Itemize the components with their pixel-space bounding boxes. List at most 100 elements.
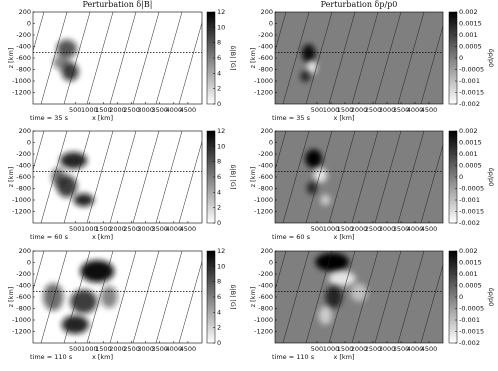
panel: 500 100015002000250030003500400045002000-… (7, 247, 237, 361)
colorbar-tick-label: 8 (217, 158, 221, 166)
field-line (374, 131, 402, 223)
feature (53, 55, 71, 70)
y-tick-label: 200 (261, 127, 273, 135)
colorbar-tick-label: 6 (217, 173, 221, 181)
feature (51, 167, 66, 187)
field-line (305, 251, 333, 343)
field (275, 251, 443, 343)
y-tick-label: -400 (16, 43, 31, 51)
field-line (178, 21, 202, 104)
y-tick-label: 200 (19, 247, 31, 255)
field-line (178, 260, 202, 343)
field-line (282, 131, 310, 223)
panel: 500 100015002000250030003500400045002000-… (249, 0, 495, 122)
field-line (40, 12, 68, 104)
colorbar-tick-label: 8 (217, 278, 221, 286)
field-line (33, 12, 45, 52)
x-tick-label: 4000 (166, 345, 183, 353)
field-line (155, 12, 183, 104)
y-tick-label: -1200 (254, 89, 273, 97)
colorbar-tick-label: 0 (459, 293, 463, 301)
annotation: time = 35 s (30, 114, 69, 122)
colorbar-tick-label: 0 (459, 173, 463, 181)
y-axis-label: z [km] (249, 167, 257, 188)
y-tick-label: 0 (269, 259, 273, 267)
feature (305, 149, 323, 168)
field (33, 251, 202, 343)
x-tick-label: 500 (311, 106, 323, 114)
x-tick-label: 2000 (109, 106, 126, 114)
x-tick-label: 3000 (379, 345, 396, 353)
x-tick-label: 2000 (351, 106, 368, 114)
y-tick-label: -600 (258, 293, 273, 301)
feature (318, 306, 333, 325)
field (33, 12, 202, 104)
colorbar-tick-label: 0 (217, 339, 221, 347)
y-tick-label: -800 (16, 185, 31, 193)
y-tick-label: 0 (27, 139, 31, 147)
x-tick-label: 3500 (151, 345, 168, 353)
colorbar-tick-label: 0.0015 (459, 139, 482, 147)
colorbar-tick-label: 2 (217, 85, 221, 93)
y-tick-label: -600 (16, 293, 31, 301)
colorbar-tick-label: -0.002 (459, 339, 480, 347)
x-tick-label: 1000 (81, 345, 98, 353)
y-tick-label: -200 (16, 31, 31, 39)
field-line (282, 251, 310, 343)
colorbar-tick-label: 4 (217, 308, 221, 316)
panel: 500 100015002000250030003500400045002000-… (7, 0, 237, 122)
y-tick-label: 200 (19, 127, 31, 135)
y-tick-label: -400 (258, 43, 273, 51)
colorbar-tick-label: 0.002 (459, 8, 478, 16)
x-tick-label: 4500 (180, 225, 197, 233)
colorbar-tick-label: 0 (217, 100, 221, 108)
x-tick-label: 1000 (323, 345, 340, 353)
colorbar-tick-label: 0.001 (459, 270, 478, 278)
y-tick-label: -1200 (12, 208, 31, 216)
y-tick-label: -800 (16, 66, 31, 74)
colorbar-tick-label: 2 (217, 204, 221, 212)
feature (80, 260, 115, 283)
y-tick-label: 200 (261, 247, 273, 255)
colorbar-label: δp/p0 (487, 168, 495, 187)
feature (100, 285, 118, 309)
field-line (63, 12, 91, 104)
y-tick-label: 0 (269, 139, 273, 147)
colorbar-tick-label: 0 (459, 54, 463, 62)
x-tick-label: 2000 (109, 345, 126, 353)
y-tick-label: -600 (258, 54, 273, 62)
field-line (109, 131, 137, 223)
x-tick-label: 2000 (351, 225, 368, 233)
field-line (420, 144, 443, 223)
field-line (155, 131, 183, 223)
y-tick-label: -800 (16, 305, 31, 313)
field-line (374, 12, 402, 104)
field-line (351, 12, 379, 104)
chart-title: Perturbation δp/p0 (321, 0, 398, 9)
y-tick-label: -200 (16, 270, 31, 278)
colorbar-tick-label: 6 (217, 293, 221, 301)
x-tick-label: 4500 (180, 345, 197, 353)
x-axis-label: x [km] (333, 353, 354, 361)
colorbar-tick-label: 4 (217, 69, 221, 77)
field (275, 12, 443, 104)
colorbar-label: δ|B| [G] (229, 46, 237, 71)
x-tick-label: 500 (69, 106, 81, 114)
x-tick-label: 1000 (323, 225, 340, 233)
plot-area (275, 12, 443, 104)
field-line (86, 12, 114, 104)
plot-area (275, 131, 443, 223)
field-line (328, 131, 356, 223)
y-axis-label: z [km] (249, 48, 257, 69)
field-line (420, 25, 443, 104)
y-tick-label: -1200 (12, 89, 31, 97)
field-line (420, 264, 443, 343)
x-tick-label: 3500 (393, 345, 410, 353)
annotation: time = 60 s (272, 233, 311, 241)
x-tick-label: 2500 (123, 106, 140, 114)
field-line (63, 131, 91, 223)
y-tick-label: -400 (258, 282, 273, 290)
x-tick-label: 1500 (95, 106, 112, 114)
colorbar-tick-label: -0.0005 (459, 66, 484, 74)
colorbar-tick-label: -0.0015 (459, 328, 484, 336)
